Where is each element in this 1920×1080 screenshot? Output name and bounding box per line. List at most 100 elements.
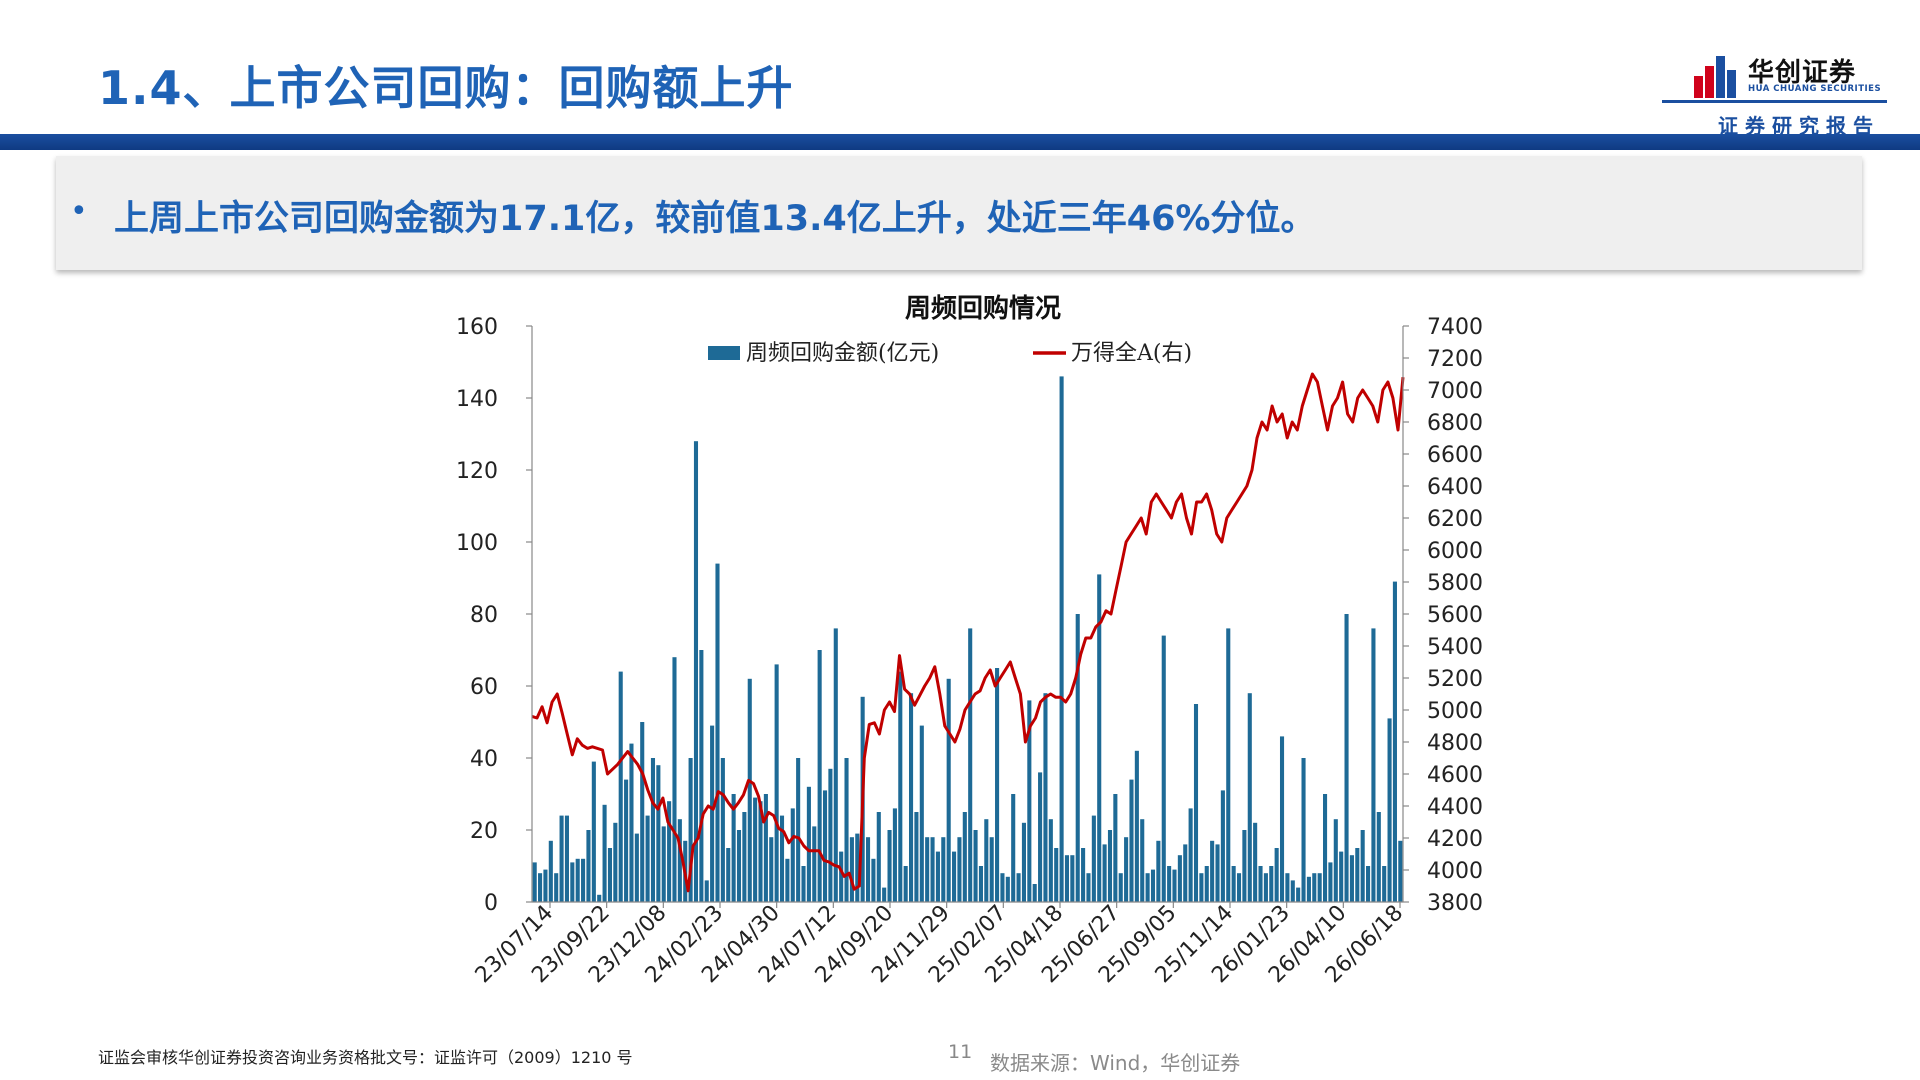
report-tag: 证券研究报告	[1718, 114, 1880, 138]
bar	[1107, 830, 1113, 902]
bar	[1392, 581, 1397, 902]
bar	[1054, 848, 1059, 902]
bar	[1290, 880, 1295, 902]
y-right-tick-label: 6000	[1427, 539, 1483, 564]
bar	[1183, 844, 1188, 902]
bar	[1220, 790, 1225, 902]
bar	[968, 628, 973, 902]
bar	[1258, 866, 1263, 902]
y-right-tick-label: 4800	[1427, 731, 1483, 756]
bar	[1247, 693, 1252, 902]
bar	[1118, 873, 1123, 902]
y-left-tick-label: 140	[456, 387, 498, 412]
bar	[1226, 628, 1231, 902]
y-right-tick-label: 6400	[1427, 475, 1483, 500]
bar	[693, 441, 699, 902]
y-right-tick-label: 7000	[1427, 379, 1483, 404]
bar	[1349, 855, 1354, 902]
bar	[779, 815, 785, 902]
bar	[1032, 884, 1037, 902]
bar	[1027, 700, 1032, 902]
bar	[930, 837, 935, 902]
bar	[564, 815, 569, 902]
bar	[903, 866, 908, 902]
bar	[935, 851, 940, 902]
y-right-tick-label: 6200	[1427, 507, 1483, 532]
bar	[1145, 873, 1150, 902]
bar	[629, 743, 634, 902]
bar	[1285, 873, 1290, 902]
bar	[634, 833, 639, 902]
data-source: 数据来源：Wind，华创证券	[990, 1051, 1241, 1075]
bar	[1269, 866, 1274, 902]
bar	[602, 804, 607, 902]
footer-license: 证监会审核华创证券投资咨询业务资格批文号：证监许可（2009）1210 号	[98, 1048, 633, 1067]
bar	[806, 786, 811, 902]
y-right-tick-label: 5800	[1427, 571, 1483, 596]
bar	[726, 848, 731, 902]
bar	[1317, 873, 1322, 902]
y-right-tick-label: 5200	[1427, 667, 1483, 692]
bar	[1091, 815, 1096, 902]
bar	[849, 837, 854, 902]
bar	[758, 801, 763, 902]
bar	[1328, 862, 1333, 902]
bar	[1021, 822, 1026, 902]
bar	[839, 851, 844, 902]
bar	[1188, 808, 1193, 902]
bar	[995, 668, 1000, 902]
bar	[1339, 851, 1344, 902]
bar	[973, 830, 978, 902]
bar	[1081, 848, 1086, 902]
bar	[538, 873, 543, 902]
bar	[1070, 855, 1075, 902]
summary-bullet: •	[70, 194, 88, 229]
bar	[742, 812, 747, 902]
bar	[645, 815, 650, 902]
bar	[962, 812, 967, 902]
bar	[1355, 848, 1360, 902]
bar	[1382, 866, 1387, 902]
bar	[591, 761, 596, 902]
bar	[667, 801, 672, 902]
bar	[543, 869, 548, 902]
bar	[1279, 736, 1285, 902]
bar	[984, 819, 989, 902]
bar	[650, 758, 656, 902]
bar	[715, 563, 720, 902]
bar	[640, 722, 645, 902]
y-right-tick-label: 6600	[1427, 443, 1483, 468]
y-right-tick-label: 4600	[1427, 763, 1483, 788]
bar	[989, 837, 994, 902]
bar	[710, 725, 715, 902]
bar	[1242, 830, 1247, 902]
y-right-tick-label: 4400	[1427, 795, 1483, 820]
bar	[1323, 794, 1328, 902]
y-left-tick-label: 120	[456, 459, 498, 484]
bar	[1344, 614, 1349, 902]
bar	[1140, 819, 1145, 902]
bar	[1011, 794, 1016, 902]
bar	[763, 794, 768, 902]
bar	[1263, 873, 1268, 902]
bar	[1016, 873, 1021, 902]
bar	[1086, 873, 1091, 902]
bar	[892, 808, 897, 902]
bar	[1167, 866, 1172, 902]
bar	[812, 826, 817, 902]
bar	[855, 833, 860, 902]
bar	[925, 837, 930, 902]
chart-title: 周频回购情况	[905, 294, 1061, 324]
bar	[554, 873, 559, 902]
y-right-tick-label: 6800	[1427, 411, 1483, 436]
bar	[747, 678, 752, 902]
bar	[699, 650, 704, 902]
bar	[1129, 779, 1134, 902]
bar	[1193, 704, 1199, 902]
bar	[624, 779, 629, 902]
brand-mark-icon	[1694, 56, 1736, 98]
bar	[1274, 848, 1279, 902]
legend-bar-swatch	[708, 346, 740, 360]
bar	[898, 671, 903, 902]
